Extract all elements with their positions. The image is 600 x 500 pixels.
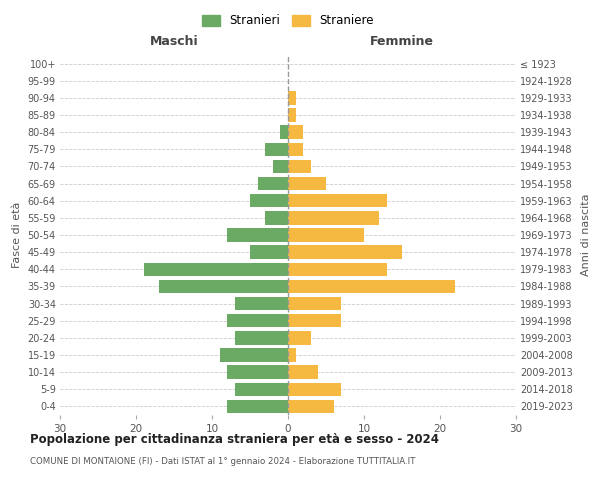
- Bar: [220, 348, 288, 362]
- Bar: [288, 331, 311, 344]
- Bar: [227, 400, 288, 413]
- Bar: [235, 331, 288, 344]
- Bar: [288, 91, 296, 104]
- Bar: [235, 297, 288, 310]
- Bar: [288, 400, 334, 413]
- Bar: [288, 246, 402, 259]
- Bar: [288, 366, 319, 379]
- Bar: [288, 382, 341, 396]
- Y-axis label: Fasce di età: Fasce di età: [12, 202, 22, 268]
- Legend: Stranieri, Straniere: Stranieri, Straniere: [199, 11, 377, 31]
- Bar: [250, 194, 288, 207]
- Bar: [288, 280, 455, 293]
- Bar: [288, 314, 341, 328]
- Bar: [159, 280, 288, 293]
- Bar: [227, 228, 288, 241]
- Bar: [265, 211, 288, 224]
- Bar: [273, 160, 288, 173]
- Bar: [227, 366, 288, 379]
- Bar: [288, 262, 387, 276]
- Bar: [288, 348, 296, 362]
- Text: Femmine: Femmine: [370, 35, 434, 48]
- Bar: [288, 194, 387, 207]
- Text: Maschi: Maschi: [149, 35, 199, 48]
- Text: Popolazione per cittadinanza straniera per età e sesso - 2024: Popolazione per cittadinanza straniera p…: [30, 432, 439, 446]
- Text: COMUNE DI MONTAIONE (FI) - Dati ISTAT al 1° gennaio 2024 - Elaborazione TUTTITAL: COMUNE DI MONTAIONE (FI) - Dati ISTAT al…: [30, 457, 415, 466]
- Bar: [288, 160, 311, 173]
- Bar: [288, 142, 303, 156]
- Bar: [235, 382, 288, 396]
- Bar: [288, 297, 341, 310]
- Bar: [250, 246, 288, 259]
- Bar: [288, 211, 379, 224]
- Bar: [288, 126, 303, 139]
- Bar: [257, 177, 288, 190]
- Bar: [288, 177, 326, 190]
- Bar: [265, 142, 288, 156]
- Y-axis label: Anni di nascita: Anni di nascita: [581, 194, 592, 276]
- Bar: [143, 262, 288, 276]
- Bar: [227, 314, 288, 328]
- Bar: [288, 228, 364, 241]
- Bar: [288, 108, 296, 122]
- Bar: [280, 126, 288, 139]
